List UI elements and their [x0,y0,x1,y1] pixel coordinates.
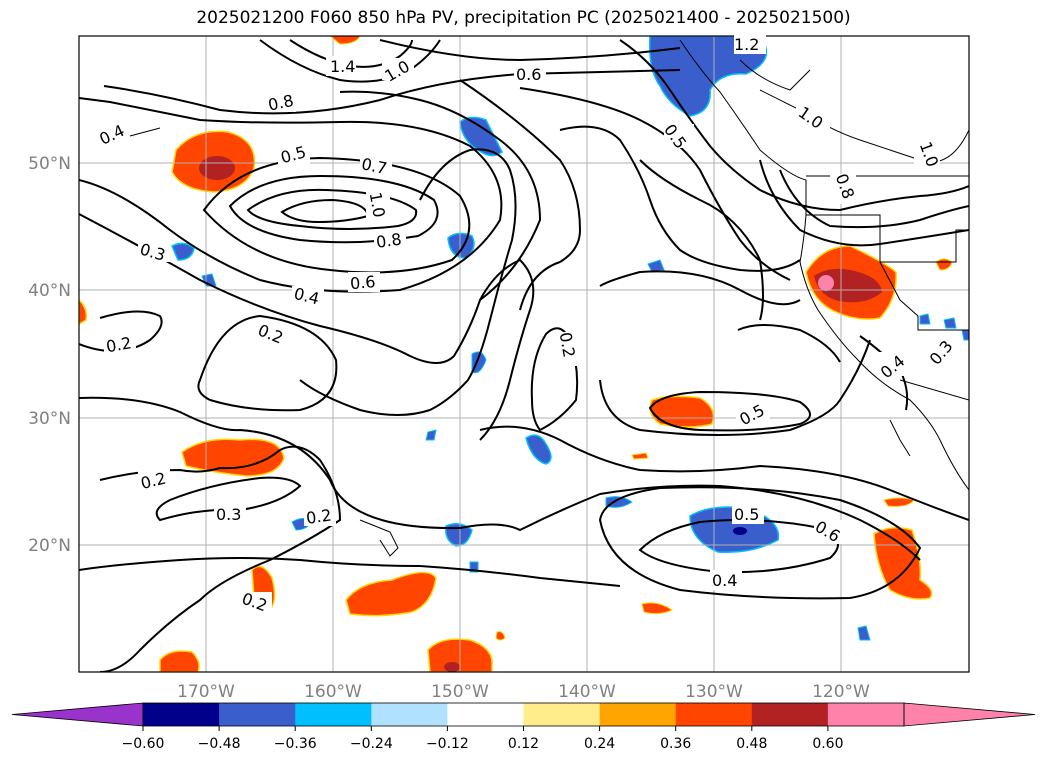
precip-negative-area [605,496,633,508]
colorbar-cell [599,703,677,726]
precip-negative-area [525,434,552,465]
coastlines [129,39,969,557]
colorbar-under-triangle [11,702,144,727]
colorbar-tick-label: −0.36 [274,736,317,752]
precip-positive-area [873,527,933,600]
colorbar-tick-label: 0.36 [660,736,691,752]
precip-positive-area [641,602,673,615]
contour-label: 1.4 [330,57,355,76]
contour-label: 0.6 [349,272,376,293]
colorbar-cells [11,702,1036,727]
precip-negative-area [648,36,768,117]
precip-negative-area [647,259,665,273]
lon-label-120w: 120°W [812,682,870,702]
colorbar-cell [295,703,372,726]
precip-heavy-core [444,662,460,672]
colorbar-tick-label: −0.48 [198,736,241,752]
latitude-labels: 50°N 40°N 30°N 20°N [28,154,71,556]
precipitation-shading [79,36,969,672]
colorbar-tick-label: 0.60 [812,736,843,752]
precip-positive-area [345,571,437,617]
precip-positive-area [159,650,200,672]
map-frame [78,35,970,673]
precip-negative-area [171,242,195,261]
colorbar-tick-label: −0.60 [122,736,165,752]
lat-label-20n: 20°N [28,536,71,556]
lon-label-150w: 150°W [431,682,489,702]
contour-label: 0.2 [556,331,579,359]
lat-label-50n: 50°N [28,154,71,174]
colorbar-cell [751,703,829,726]
precip-positive-area [79,298,88,325]
lat-label-40n: 40°N [28,281,71,301]
lon-label-160w: 160°W [304,682,362,702]
colorbar-tick-label: 0.48 [736,736,767,752]
colorbar: −0.60 −0.48 −0.36 −0.24 −0.12 0.12 0.24 0.36 0.4… [11,702,1036,752]
precip-negative-area [919,313,931,325]
contour-label: 0.7 [360,154,389,178]
lon-label-140w: 140°W [558,682,616,702]
contour-label: 0.5 [734,505,759,524]
colorbar-tick-label: −0.12 [426,736,469,752]
precip-positive-area [631,452,649,460]
colorbar-cell [219,703,296,726]
map-title: 2025021200 F060 850 hPa PV, precipitatio… [196,8,851,28]
colorbar-cell [827,703,905,726]
colorbar-cell [675,703,753,726]
contour-label: 0.8 [266,91,295,115]
precip-heavy-core [199,156,235,180]
contour-label: 0.2 [305,505,333,527]
contour-label: 0.6 [516,65,541,84]
precip-positive-area [495,631,506,641]
longitude-labels: 170°W 160°W 150°W 140°W 130°W 120°W [177,682,870,702]
contour-label: 0.2 [105,333,133,356]
precip-negative-area [857,625,871,641]
colorbar-cell [371,703,448,726]
precip-extreme-core [818,275,834,291]
colorbar-cell [447,703,524,726]
precip-negative-area [459,116,503,157]
colorbar-tick-label: 0.12 [508,736,539,752]
contour-label: 0.8 [375,229,403,251]
colorbar-ticks: −0.60 −0.48 −0.36 −0.24 −0.12 0.12 0.24 0.36 0.4… [122,726,843,752]
colorbar-tick-label: 0.24 [584,736,615,752]
colorbar-cell [523,703,601,726]
colorbar-tick-label: −0.24 [350,736,393,752]
colorbar-over-triangle [903,702,1036,727]
contour-label: 1.0 [366,191,389,219]
contour-label: 0.3 [216,505,241,524]
lon-label-170w: 170°W [177,682,235,702]
contour-label: 1.2 [734,35,759,54]
precip-negative-area [943,317,957,329]
colorbar-cell [143,703,220,726]
precip-negative-area [425,429,437,441]
contour-label: 0.4 [712,571,737,590]
precip-positive-area [181,438,285,477]
precip-strong-negative-core [733,527,747,535]
lon-label-130w: 130°W [685,682,743,702]
lat-label-30n: 30°N [28,409,71,429]
